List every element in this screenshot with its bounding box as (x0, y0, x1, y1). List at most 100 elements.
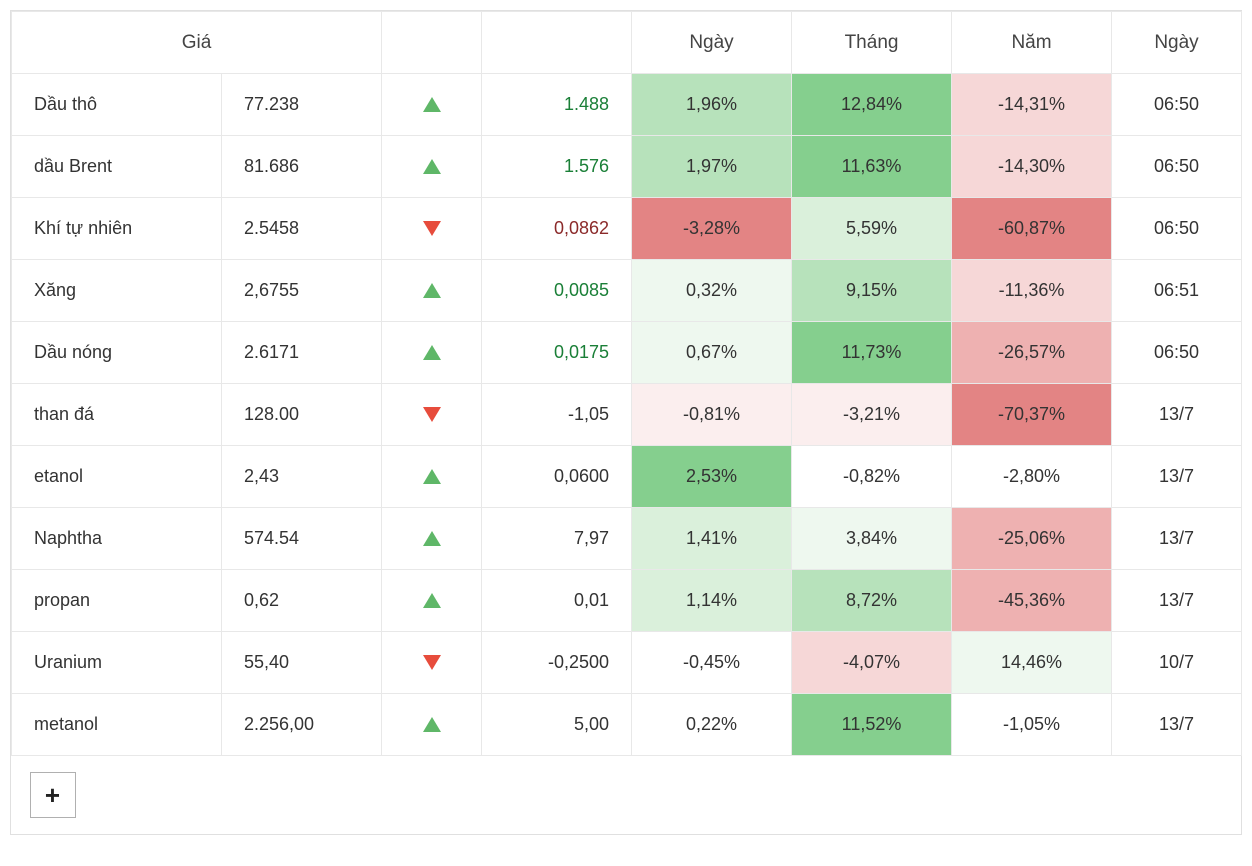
change-value: 0,0175 (554, 342, 609, 363)
header-price[interactable]: Giá (12, 12, 382, 74)
header-price-label: Giá (12, 12, 381, 73)
month-pct-value: 11,52% (842, 714, 902, 735)
table-header-row: Giá Ngày Tháng Năm Ngày (12, 12, 1242, 74)
triangle-up-icon (423, 97, 441, 112)
header-date-label: Ngày (1112, 12, 1241, 73)
price-value: 77.238 (244, 94, 299, 115)
triangle-up-icon (423, 717, 441, 732)
year-pct-value: -26,57% (998, 342, 1065, 363)
commodity-name-link[interactable]: Dầu thô (34, 94, 97, 115)
header-month-pct[interactable]: Tháng (792, 12, 952, 74)
month-pct-value: -4,07% (843, 652, 900, 673)
commodity-name-link[interactable]: Khí tự nhiên (34, 218, 132, 239)
commodities-table: Giá Ngày Tháng Năm Ngày Dầu thô 77.238 1.4… (11, 11, 1242, 834)
table-row: etanol2,430,06002,53%-0,82%-2,80%13/7 (12, 446, 1242, 508)
header-change (482, 12, 632, 74)
change-value: 0,0085 (554, 280, 609, 301)
header-day-pct[interactable]: Ngày (632, 12, 792, 74)
price-value: 2.256,00 (244, 714, 314, 735)
commodity-name-link[interactable]: etanol (34, 466, 83, 487)
commodity-name-link[interactable]: Naphtha (34, 528, 102, 549)
change-value: 5,00 (574, 714, 609, 735)
month-pct-value: 12,84% (841, 94, 902, 115)
day-pct-value: -3,28% (683, 218, 740, 239)
day-pct-value: -0,81% (683, 404, 740, 425)
day-pct-value: 1,97% (686, 156, 737, 177)
table-row: Uranium55,40-0,2500-0,45%-4,07%14,46%10/… (12, 632, 1242, 694)
month-pct-value: 3,84% (846, 528, 897, 549)
change-value: -1,05 (568, 404, 609, 425)
year-pct-value: -45,36% (998, 590, 1065, 611)
commodity-name-link[interactable]: metanol (34, 714, 98, 735)
date-value: 13/7 (1159, 466, 1194, 487)
commodity-name-link[interactable]: Xăng (34, 280, 76, 301)
month-pct-value: 8,72% (846, 590, 897, 611)
date-value: 13/7 (1159, 714, 1194, 735)
day-pct-value: 0,32% (686, 280, 737, 301)
year-pct-value: -60,87% (998, 218, 1065, 239)
month-pct-value: -3,21% (843, 404, 900, 425)
month-pct-value: 11,73% (842, 342, 902, 363)
year-pct-value: 14,46% (1001, 652, 1062, 673)
change-value: 1.488 (564, 94, 609, 115)
change-value: 0,01 (574, 590, 609, 611)
header-year-label: Năm (952, 12, 1111, 73)
change-value: 0,0600 (554, 466, 609, 487)
change-value: 0,0862 (554, 218, 609, 239)
table-row: propan0,620,011,14%8,72%-45,36%13/7 (12, 570, 1242, 632)
date-value: 10/7 (1159, 652, 1194, 673)
price-value: 2.5458 (244, 218, 299, 239)
change-value: 7,97 (574, 528, 609, 549)
date-value: 06:50 (1154, 156, 1199, 177)
table-row: dầu Brent81.6861.5761,97%11,63%-14,30%06… (12, 136, 1242, 198)
triangle-up-icon (423, 159, 441, 174)
commodity-name-link[interactable]: than đá (34, 404, 94, 425)
month-pct-value: 5,59% (846, 218, 897, 239)
change-value: 1.576 (564, 156, 609, 177)
price-value: 2,6755 (244, 280, 299, 301)
header-year-pct[interactable]: Năm (952, 12, 1112, 74)
table-row: Dầu nóng2.61710,01750,67%11,73%-26,57%06… (12, 322, 1242, 384)
triangle-up-icon (423, 345, 441, 360)
commodity-name-link[interactable]: propan (34, 590, 90, 611)
table-row: than đá128.00-1,05-0,81%-3,21%-70,37%13/… (12, 384, 1242, 446)
day-pct-value: 1,96% (686, 94, 737, 115)
price-value: 0,62 (244, 590, 279, 611)
price-value: 55,40 (244, 652, 289, 673)
triangle-up-icon (423, 593, 441, 608)
table-row: Naphtha574.547,971,41%3,84%-25,06%13/7 (12, 508, 1242, 570)
triangle-down-icon (423, 221, 441, 236)
date-value: 06:50 (1154, 218, 1199, 239)
commodity-name-link[interactable]: Uranium (34, 652, 102, 673)
price-value: 574.54 (244, 528, 299, 549)
year-pct-value: -14,30% (998, 156, 1065, 177)
commodity-name-link[interactable]: dầu Brent (34, 156, 112, 177)
price-value: 81.686 (244, 156, 299, 177)
year-pct-value: -14,31% (998, 94, 1065, 115)
header-day-label: Ngày (632, 12, 791, 73)
triangle-down-icon (423, 655, 441, 670)
commodity-name-link[interactable]: Dầu nóng (34, 342, 112, 363)
month-pct-value: 9,15% (846, 280, 897, 301)
day-pct-value: 1,41% (686, 528, 737, 549)
price-value: 128.00 (244, 404, 299, 425)
price-value: 2,43 (244, 466, 279, 487)
day-pct-value: -0,45% (683, 652, 740, 673)
table-footer-row: + (12, 756, 1242, 834)
header-date[interactable]: Ngày (1112, 12, 1242, 74)
price-value: 2.6171 (244, 342, 299, 363)
triangle-up-icon (423, 469, 441, 484)
table-row: Xăng2,67550,00850,32%9,15%-11,36%06:51 (12, 260, 1242, 322)
table-row: Khí tự nhiên 2.5458 0,0862 -3,28% 5,59% -60,8… (12, 198, 1242, 260)
triangle-up-icon (423, 283, 441, 298)
add-row-button[interactable]: + (30, 772, 76, 818)
month-pct-value: -0,82% (843, 466, 900, 487)
date-value: 06:50 (1154, 342, 1199, 363)
plus-icon: + (45, 782, 60, 808)
table-row: metanol2.256,005,000,22%11,52%-1,05%13/7 (12, 694, 1242, 756)
day-pct-value: 0,22% (686, 714, 737, 735)
year-pct-value: -25,06% (998, 528, 1065, 549)
date-value: 13/7 (1159, 404, 1194, 425)
day-pct-value: 2,53% (686, 466, 737, 487)
day-pct-value: 1,14% (686, 590, 737, 611)
